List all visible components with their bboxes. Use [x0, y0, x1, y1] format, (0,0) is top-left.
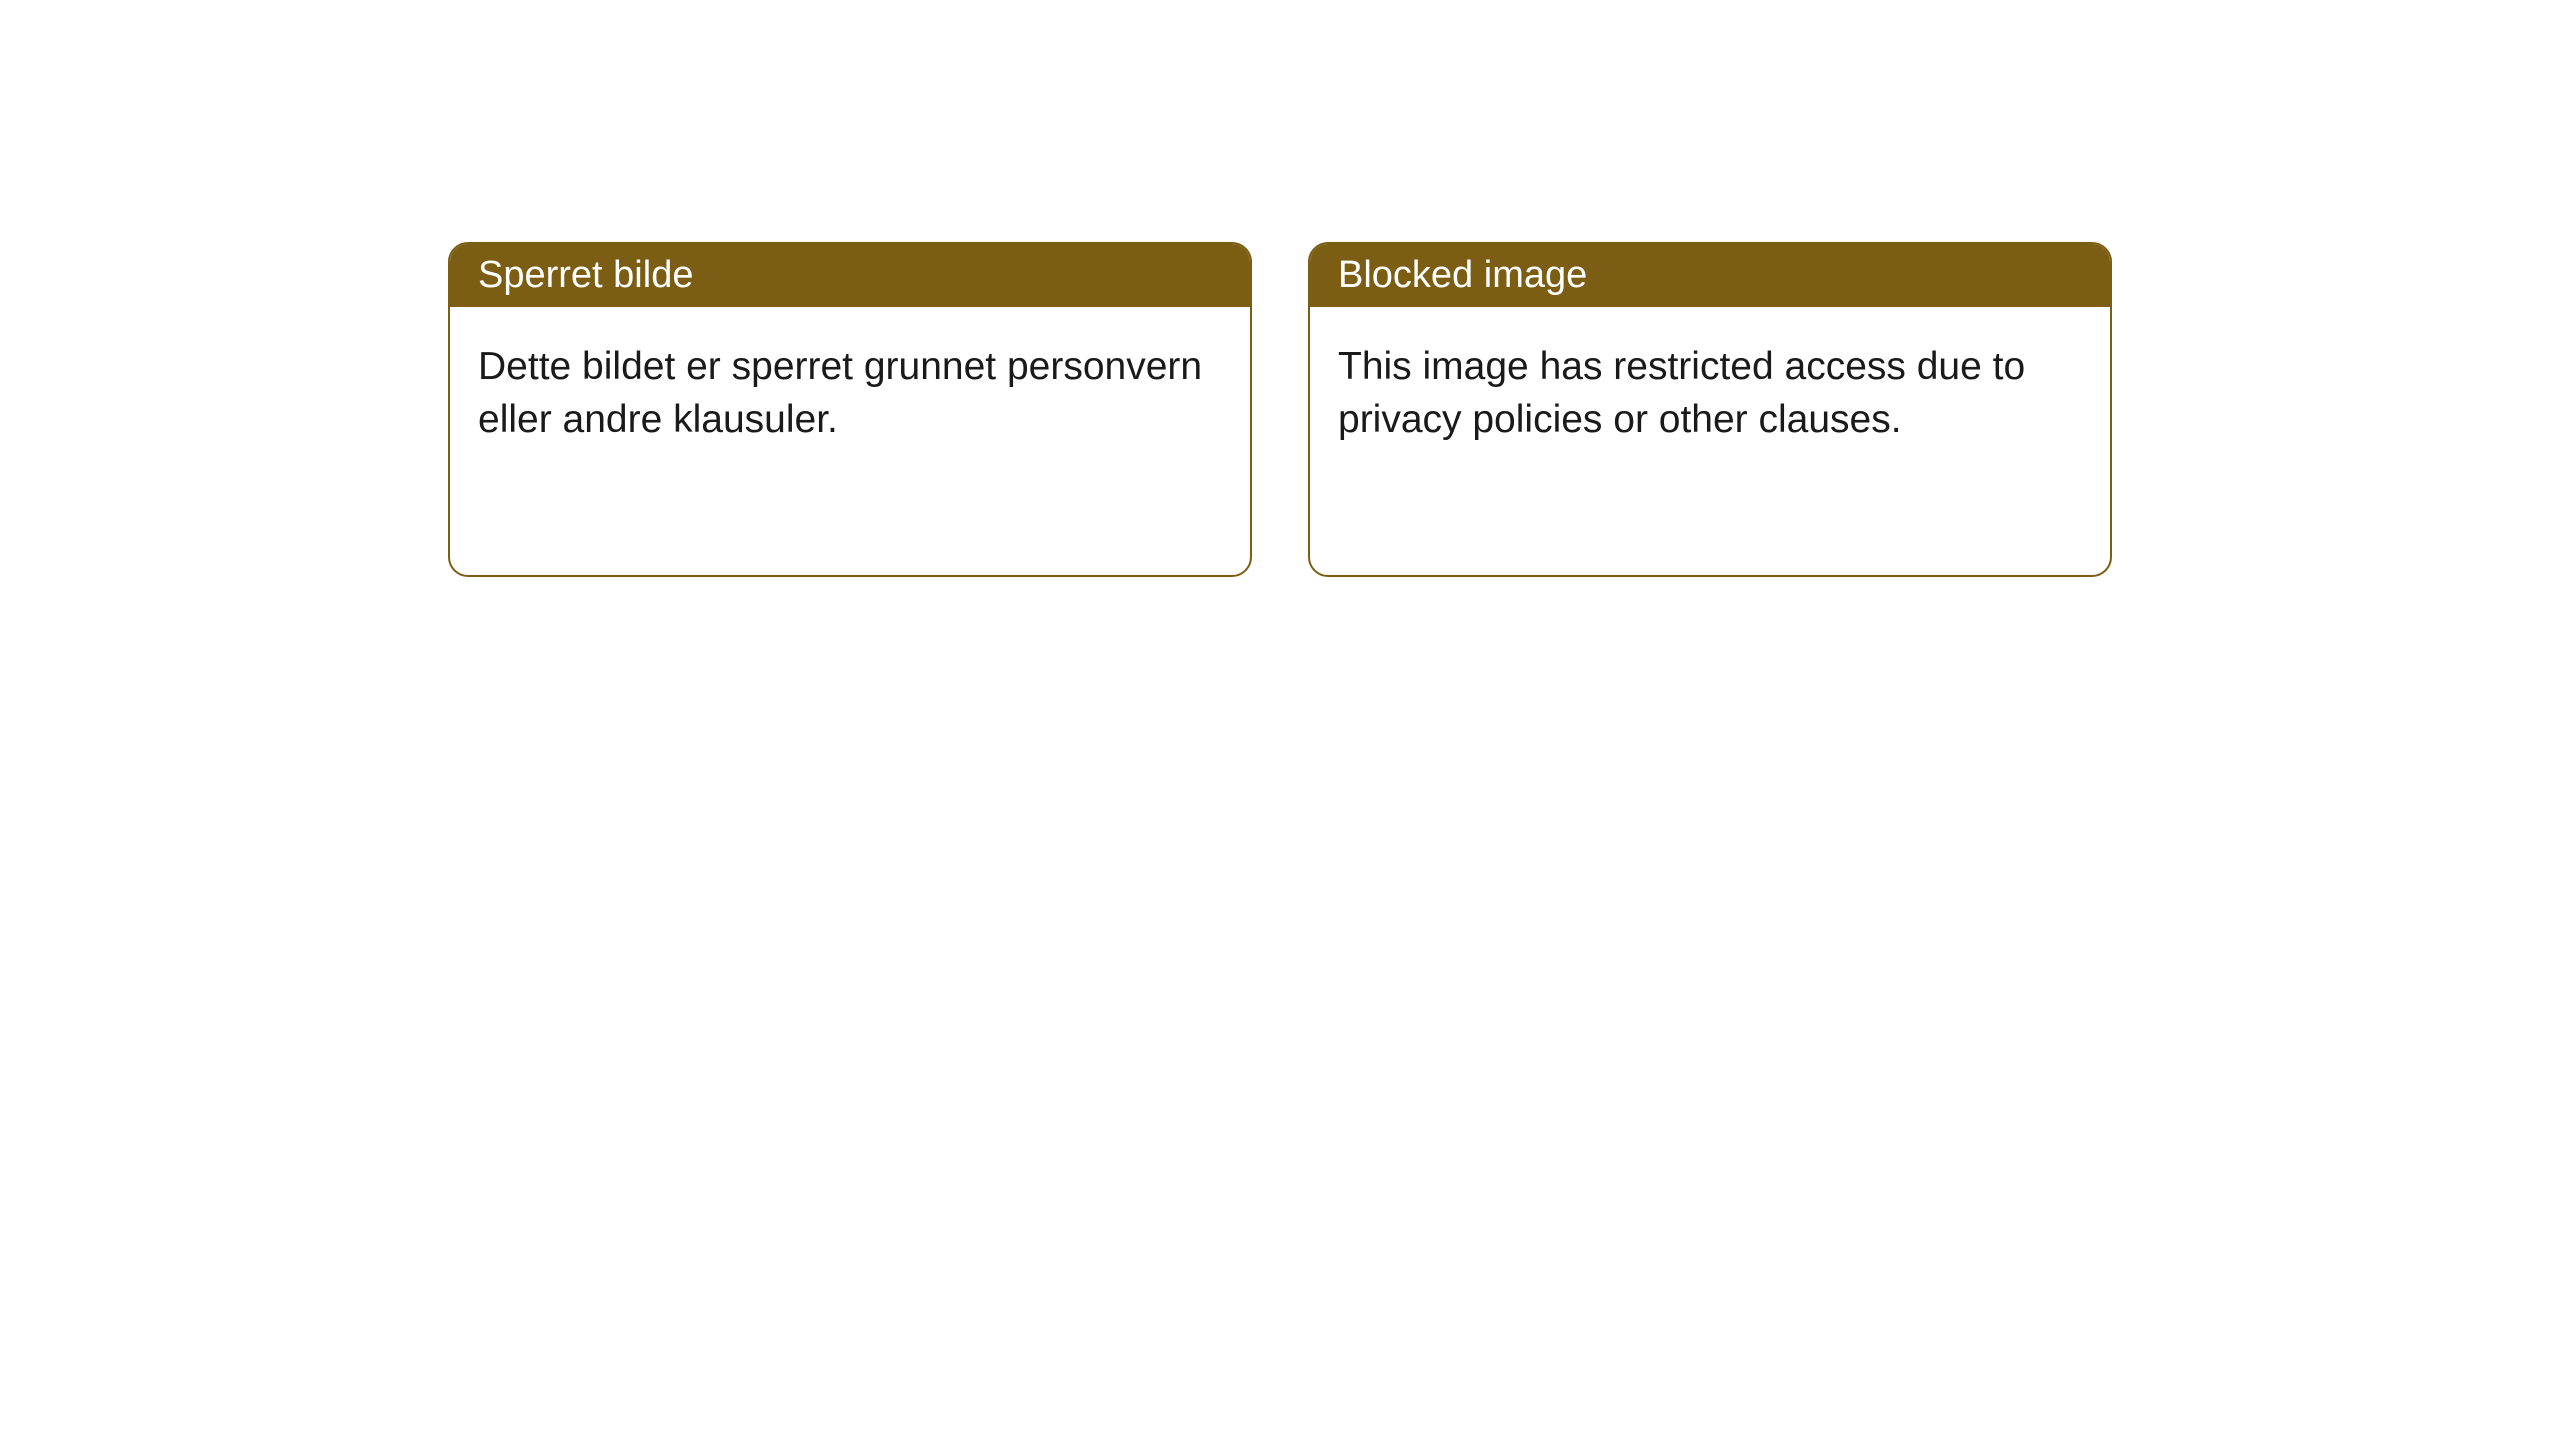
notice-body-text: This image has restricted access due to … — [1338, 345, 2025, 441]
notice-header: Sperret bilde — [450, 244, 1250, 307]
notice-title: Sperret bilde — [478, 254, 693, 296]
notice-box-norwegian: Sperret bilde Dette bildet er sperret gr… — [448, 242, 1252, 577]
notice-body: This image has restricted access due to … — [1310, 307, 2110, 480]
notice-box-english: Blocked image This image has restricted … — [1308, 242, 2112, 577]
notice-body: Dette bildet er sperret grunnet personve… — [450, 307, 1250, 480]
notice-body-text: Dette bildet er sperret grunnet personve… — [478, 345, 1202, 441]
notice-title: Blocked image — [1338, 254, 1587, 296]
notice-container: Sperret bilde Dette bildet er sperret gr… — [0, 0, 2560, 577]
notice-header: Blocked image — [1310, 244, 2110, 307]
